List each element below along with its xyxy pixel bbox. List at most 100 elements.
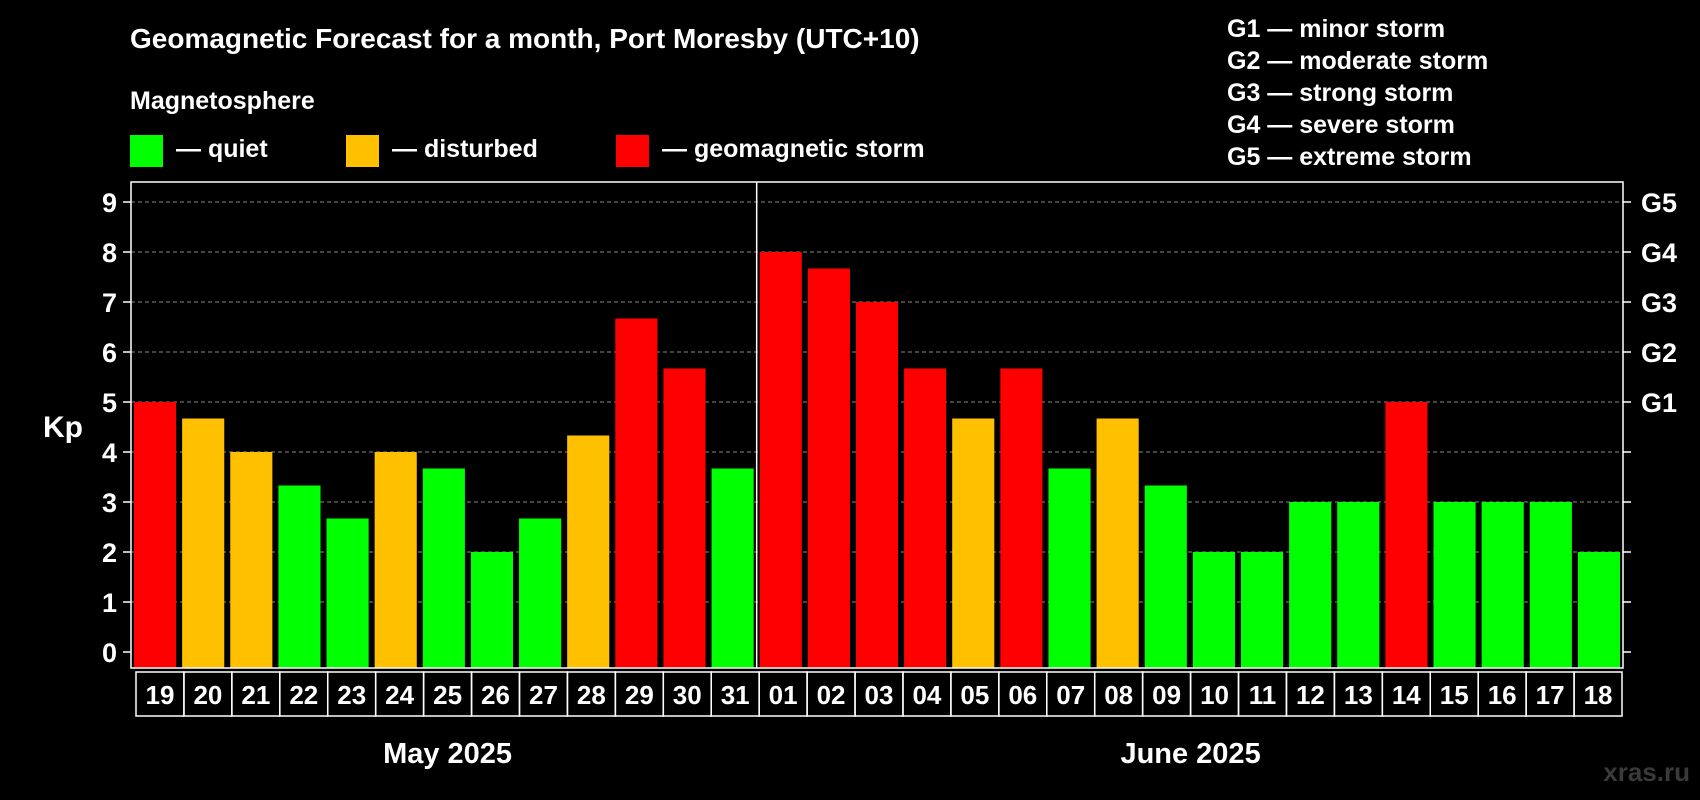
g-scale-label: G2 — [1641, 338, 1677, 368]
bar — [1144, 485, 1187, 668]
bar — [855, 302, 899, 668]
storm-scale-key: G1 — minor storm G2 — moderate storm G3 … — [1227, 15, 1488, 171]
bar — [519, 518, 562, 668]
y-tick-label: 7 — [102, 288, 117, 318]
day-label: 18 — [1584, 680, 1613, 710]
bar — [374, 452, 417, 668]
bar — [1192, 552, 1235, 668]
day-label: 23 — [337, 680, 366, 710]
bar — [1240, 552, 1284, 668]
y-tick-label: 9 — [102, 188, 117, 218]
day-label: 05 — [960, 680, 989, 710]
day-label: 25 — [433, 680, 462, 710]
month-label: June 2025 — [1120, 738, 1260, 770]
day-label: 13 — [1344, 680, 1373, 710]
day-label: 21 — [241, 680, 270, 710]
g-scale-label: G3 — [1641, 288, 1677, 318]
day-label: 04 — [912, 680, 941, 710]
day-label: 20 — [193, 680, 222, 710]
bar — [904, 368, 947, 668]
day-label: 09 — [1152, 680, 1181, 710]
bar — [278, 485, 321, 668]
day-label: 12 — [1296, 680, 1325, 710]
day-cell — [1573, 671, 1623, 717]
bar — [422, 468, 465, 668]
storm-scale-g4: G4 — severe storm — [1227, 111, 1455, 139]
month-label: May 2025 — [383, 738, 512, 770]
bar — [711, 468, 754, 668]
legend-label-quiet: — quiet — [176, 135, 268, 163]
bar — [1481, 502, 1524, 668]
magnetosphere-label: Magnetosphere — [130, 87, 315, 115]
day-label: 10 — [1200, 680, 1229, 710]
day-label: 30 — [673, 680, 702, 710]
bar — [1385, 402, 1428, 668]
bar — [1529, 502, 1572, 668]
storm-scale-g5: G5 — extreme storm — [1227, 143, 1472, 171]
storm-scale-g2: G2 — moderate storm — [1227, 47, 1488, 75]
y-tick-label: 2 — [102, 538, 117, 568]
bar — [615, 318, 658, 668]
bar — [663, 368, 706, 668]
y-tick-label: 0 — [102, 638, 117, 668]
bar — [807, 268, 850, 668]
day-label: 17 — [1536, 680, 1565, 710]
day-label: 06 — [1008, 680, 1037, 710]
bar — [182, 418, 225, 668]
bar — [1000, 368, 1043, 668]
day-label: 02 — [817, 680, 846, 710]
legend-swatch-storm — [616, 135, 649, 167]
legend-label-storm: — geomagnetic storm — [662, 135, 925, 163]
g-scale-label: G1 — [1641, 388, 1677, 418]
day-label: 22 — [289, 680, 318, 710]
day-label: 27 — [529, 680, 558, 710]
bar — [326, 518, 369, 668]
bar — [759, 252, 802, 668]
y-axis-label: Kp — [43, 411, 83, 444]
y-tick-label: 3 — [102, 488, 117, 518]
day-label: 15 — [1440, 680, 1469, 710]
y-tick-label: 1 — [102, 588, 117, 618]
legend-swatch-quiet — [130, 135, 163, 167]
y-tick-label: 4 — [102, 438, 117, 468]
bar — [1289, 502, 1332, 668]
day-label: 08 — [1104, 680, 1133, 710]
bar — [470, 552, 514, 668]
bar — [1577, 552, 1620, 668]
storm-scale-g1: G1 — minor storm — [1227, 15, 1445, 43]
plot-frame — [130, 181, 1624, 669]
day-label: 14 — [1392, 680, 1421, 710]
day-label: 03 — [865, 680, 894, 710]
legend-swatch-disturbed — [346, 135, 379, 167]
g-scale-label: G4 — [1641, 238, 1677, 268]
y-tick-label: 6 — [102, 338, 117, 368]
watermark: xras.ru — [1603, 757, 1690, 787]
bar — [1337, 502, 1380, 668]
bar — [1048, 468, 1091, 668]
day-label: 31 — [721, 680, 750, 710]
day-label: 26 — [481, 680, 510, 710]
bar — [1096, 418, 1139, 668]
day-label: 28 — [577, 680, 606, 710]
chart-title: Geomagnetic Forecast for a month, Port M… — [130, 23, 920, 54]
day-label: 24 — [385, 680, 414, 710]
day-label: 07 — [1056, 680, 1085, 710]
day-label: 01 — [769, 680, 798, 710]
bar — [230, 452, 273, 668]
bar — [952, 418, 995, 668]
y-tick-label: 8 — [102, 238, 117, 268]
bar — [1433, 502, 1476, 668]
legend: — quiet — disturbed — geomagnetic storm — [130, 135, 925, 167]
day-label: 29 — [625, 680, 654, 710]
bar — [567, 435, 610, 668]
bar — [134, 402, 177, 668]
day-label: 16 — [1488, 680, 1517, 710]
y-tick-label: 5 — [102, 388, 117, 418]
day-label: 19 — [146, 680, 175, 710]
storm-scale-g3: G3 — strong storm — [1227, 79, 1453, 107]
legend-label-disturbed: — disturbed — [392, 135, 538, 163]
day-label: 11 — [1249, 680, 1277, 710]
g-scale-label: G5 — [1641, 188, 1677, 218]
